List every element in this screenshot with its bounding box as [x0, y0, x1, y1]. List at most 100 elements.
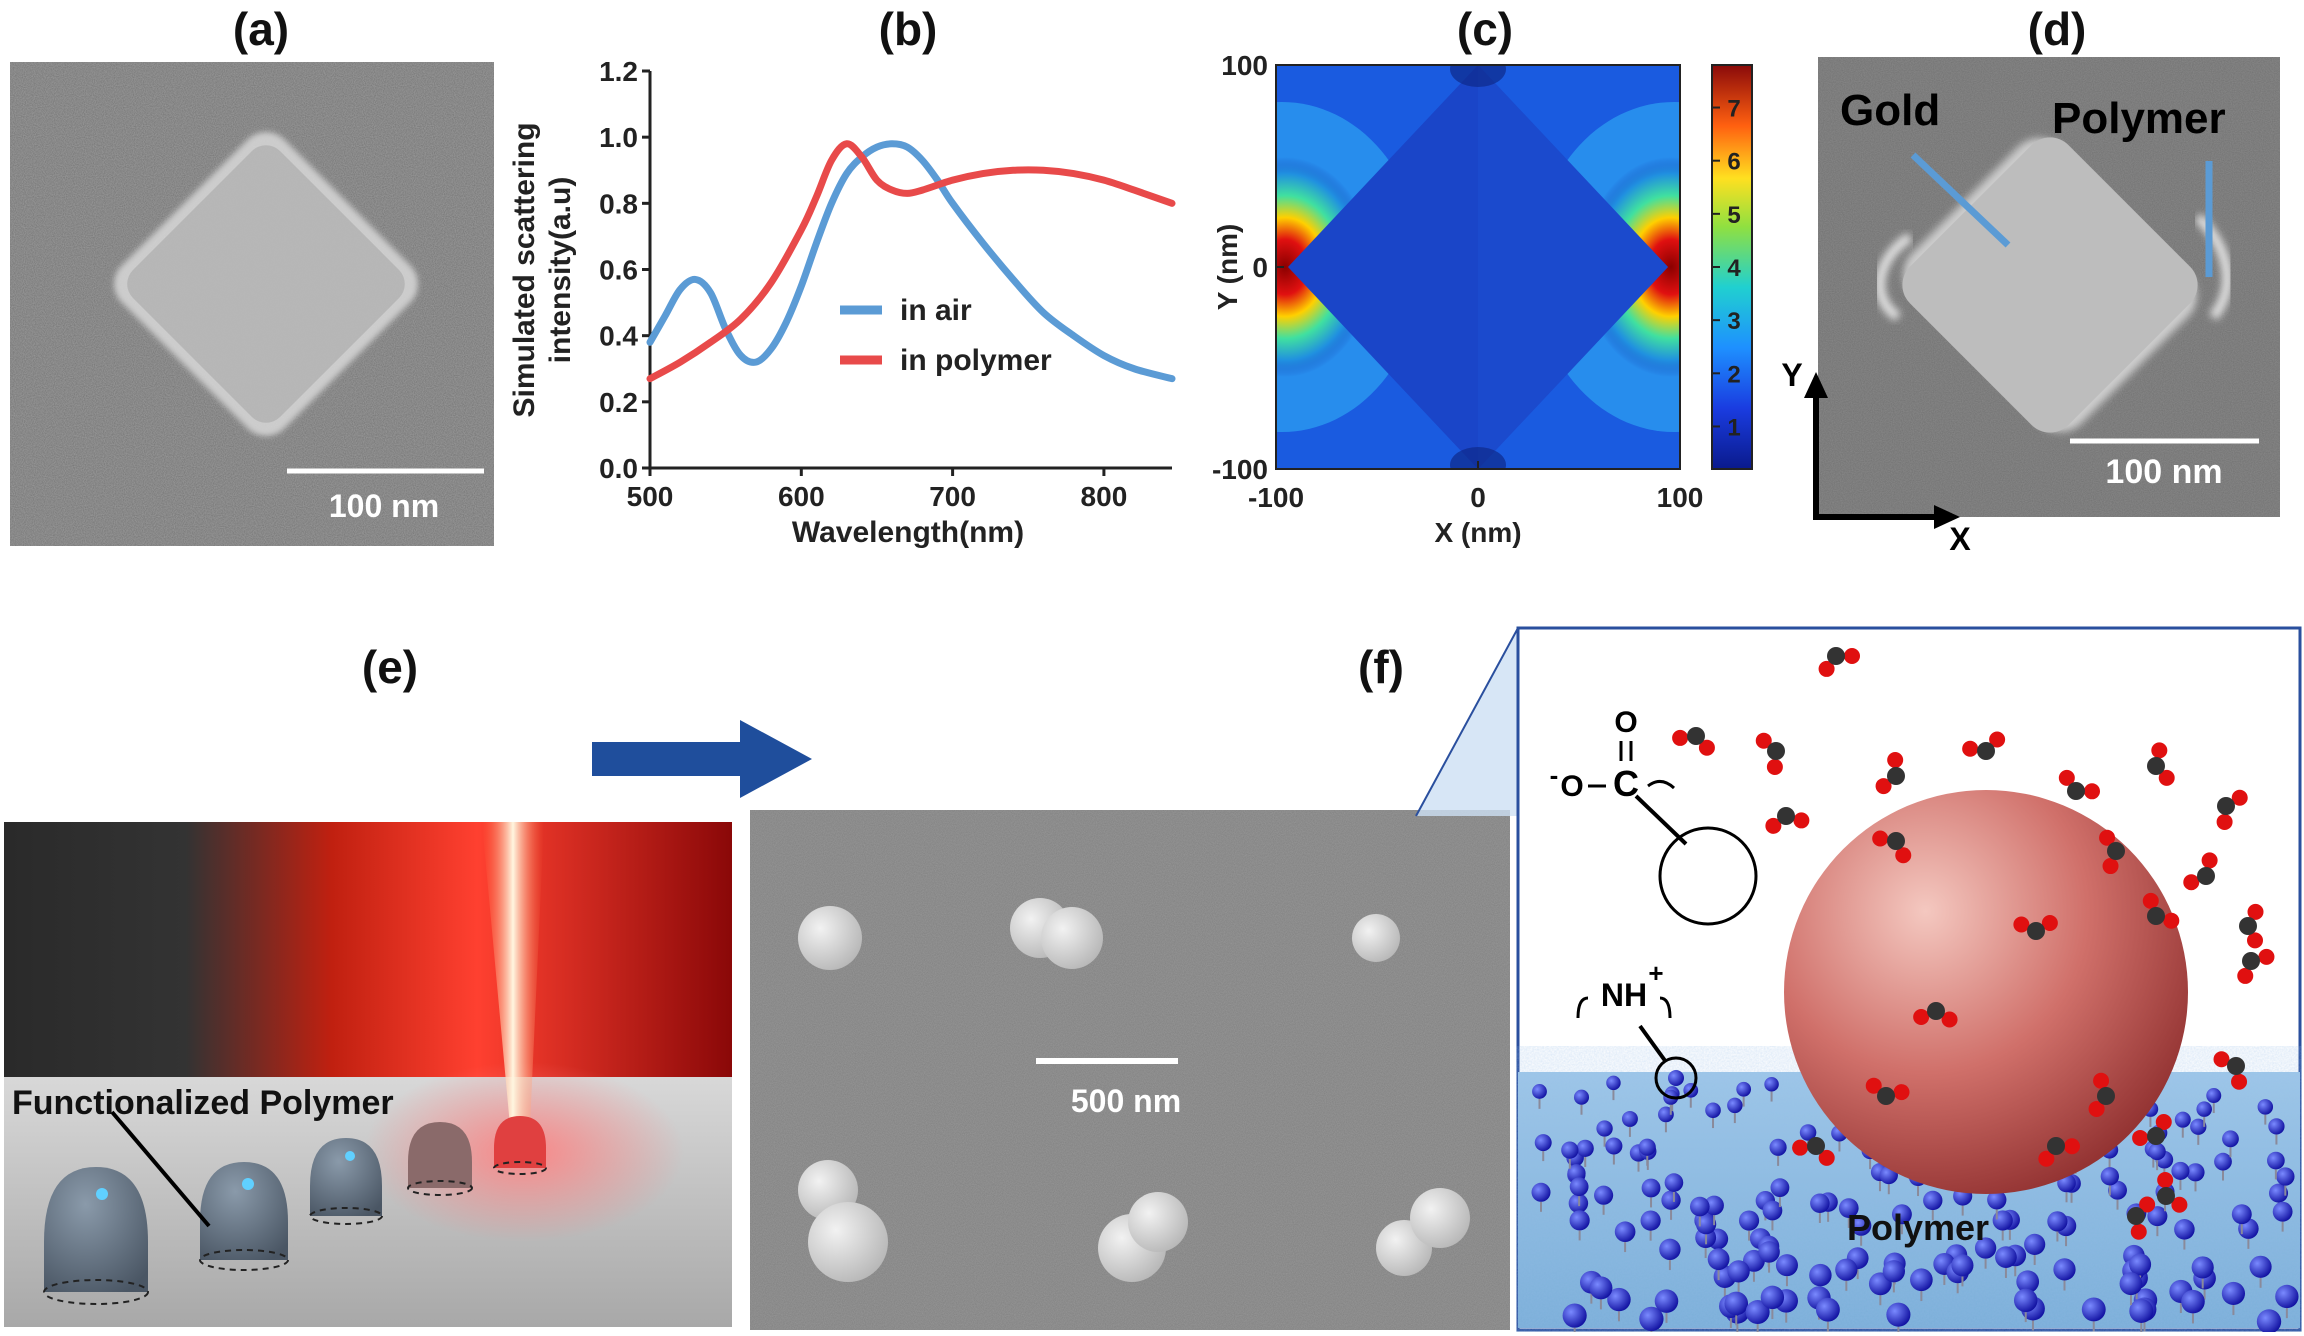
oxygen-atom: [2213, 1051, 2230, 1068]
oxygen-atom: [2247, 903, 2264, 920]
chart-c-xtick-label: -100: [1248, 482, 1304, 513]
panel-c-heatmap: 7 6 5 4 3 2 1 100 0 -100 -100 0 100 X (nm) Y (nm): [1212, 55, 1753, 548]
chart-b-ylabel-line1: Simulated scattering: [508, 122, 541, 417]
amine-bead: [1664, 1173, 1684, 1192]
carbon-atom: [2217, 797, 2235, 815]
amine-bead: [1639, 1306, 1664, 1332]
amine-bead: [2053, 1258, 2076, 1281]
oxygen-atom: [1895, 847, 1912, 864]
panel-label-a: (a): [232, 3, 290, 55]
colorbar-tick-label: 4: [1727, 255, 1741, 282]
oxygen-atom: [2183, 874, 2200, 891]
chart-b-ytick-label: 0.0: [599, 453, 638, 484]
amine-bead: [1758, 1241, 1780, 1263]
amine-bead: [2214, 1152, 2232, 1171]
amine-bead: [1764, 1077, 1779, 1092]
carbon-atom: [2027, 922, 2045, 940]
oxygen-atom: [2201, 852, 2218, 869]
carbon-atom: [1807, 1137, 1825, 1155]
chart-c-xtick-label: 100: [1657, 482, 1704, 513]
carbon-atom: [2067, 782, 2085, 800]
oxygen-atom: [1865, 1077, 1882, 1094]
axis-y-label: Y: [1781, 357, 1802, 393]
oxygen-atom: [2093, 1072, 2110, 1089]
panel-e-illustration: Functionalized Polymer: [4, 822, 732, 1327]
amine-bead: [1661, 1190, 1681, 1210]
amine-bead: [2108, 1180, 2127, 1200]
amine-bead: [1762, 1200, 1783, 1221]
oxygen-atom: [1698, 739, 1715, 756]
amine-bead: [1724, 1291, 1749, 1316]
amine-bead: [1850, 1215, 1872, 1236]
chart-b-ytick-label: 1.2: [599, 56, 638, 87]
oxygen-atom: [2139, 1196, 2156, 1213]
carbon-atom: [1767, 742, 1785, 760]
scalebar-a-label: 100 nm: [329, 488, 439, 524]
amine-bead: [2222, 1130, 2239, 1148]
amine-bead: [2190, 1118, 2207, 1135]
chart-b-ytick-label: 0.8: [599, 188, 638, 219]
amine-bead: [2221, 1281, 2246, 1306]
amine-bead: [2047, 1211, 2068, 1232]
oxygen-atom: [1818, 660, 1835, 677]
amine-bead: [1992, 1210, 2013, 1231]
amine-bead: [1745, 1300, 1770, 1325]
polymer-label-f: Polymer: [1847, 1207, 1989, 1248]
amine-bead: [1727, 1260, 1750, 1283]
carbon-atom: [2239, 917, 2257, 935]
amine-bead: [2013, 1288, 2038, 1313]
polymer-pointer: [110, 1110, 211, 1228]
amine-bead: [1589, 1276, 1613, 1300]
carboxyl-groups: [1672, 647, 2275, 1240]
oxygen-atom: [1793, 812, 1810, 829]
oxygen-atom: [2102, 858, 2119, 875]
amine-charge: +: [1648, 958, 1663, 988]
amine-bead: [1815, 1297, 1840, 1322]
carbon-atom: [1777, 807, 1795, 825]
amine-bead: [1606, 1075, 1621, 1091]
amine-bead: [2171, 1161, 2190, 1180]
amine-bead: [1704, 1195, 1724, 1216]
chart-c-xtick-label: 0: [1470, 482, 1486, 513]
chart-b-legend-label: in air: [900, 294, 972, 327]
gold-label: Gold: [1840, 86, 1940, 135]
amine-bead: [2081, 1297, 2106, 1322]
oxygen-atom: [1941, 1011, 1958, 1028]
zoom-wedge: [1415, 627, 1519, 817]
panel-label-b: (b): [878, 3, 938, 55]
oxygen-atom: [1792, 1139, 1809, 1156]
amine-bead: [1835, 1258, 1858, 1281]
amine-bead: [1995, 1246, 2017, 1268]
chart-b-xlabel: Wavelength(nm): [792, 516, 1024, 549]
amine-label: NH: [1601, 977, 1647, 1013]
amine-bead: [1705, 1102, 1721, 1119]
oxygen-atom: [1872, 830, 1889, 847]
oxygen-atom: [2258, 948, 2275, 965]
amine-bead: [1951, 1254, 1974, 1277]
oxygen-atom: [2163, 912, 2180, 929]
chart-b-axes: [648, 71, 1172, 470]
carboxyl-C: C: [1613, 763, 1639, 804]
colorbar-tick-label: 2: [1727, 361, 1740, 388]
carbon-atom: [2197, 867, 2215, 885]
chart-b-xtick-label: 600: [778, 481, 825, 512]
amine-bead: [1654, 1289, 1679, 1313]
panel-label-f: (f): [1358, 641, 1404, 693]
colorbar-tick-label: 3: [1727, 308, 1740, 335]
oxygen-atom: [1672, 729, 1689, 746]
amine-bead: [1562, 1303, 1587, 1328]
carboxyl-O-left: O: [1560, 770, 1583, 803]
amine-bead: [1882, 1260, 1906, 1283]
oxygen-atom: [1818, 1149, 1835, 1166]
carbon-atom: [1927, 1002, 1945, 1020]
chart-b-ylabel-line2: intensity(a.u): [544, 177, 577, 364]
amine-bead: [1769, 1138, 1787, 1156]
amine-bead: [1760, 1285, 1785, 1310]
amine-bead: [1605, 1137, 1623, 1155]
amine-bead: [2276, 1167, 2295, 1186]
oxygen-atom: [1887, 752, 1904, 769]
amine-bead: [2268, 1118, 2285, 1135]
oxygen-atom: [1766, 758, 1783, 775]
amine-bead: [2147, 1206, 2168, 1227]
panel-e-sem-image: 500 nm: [750, 810, 1510, 1330]
